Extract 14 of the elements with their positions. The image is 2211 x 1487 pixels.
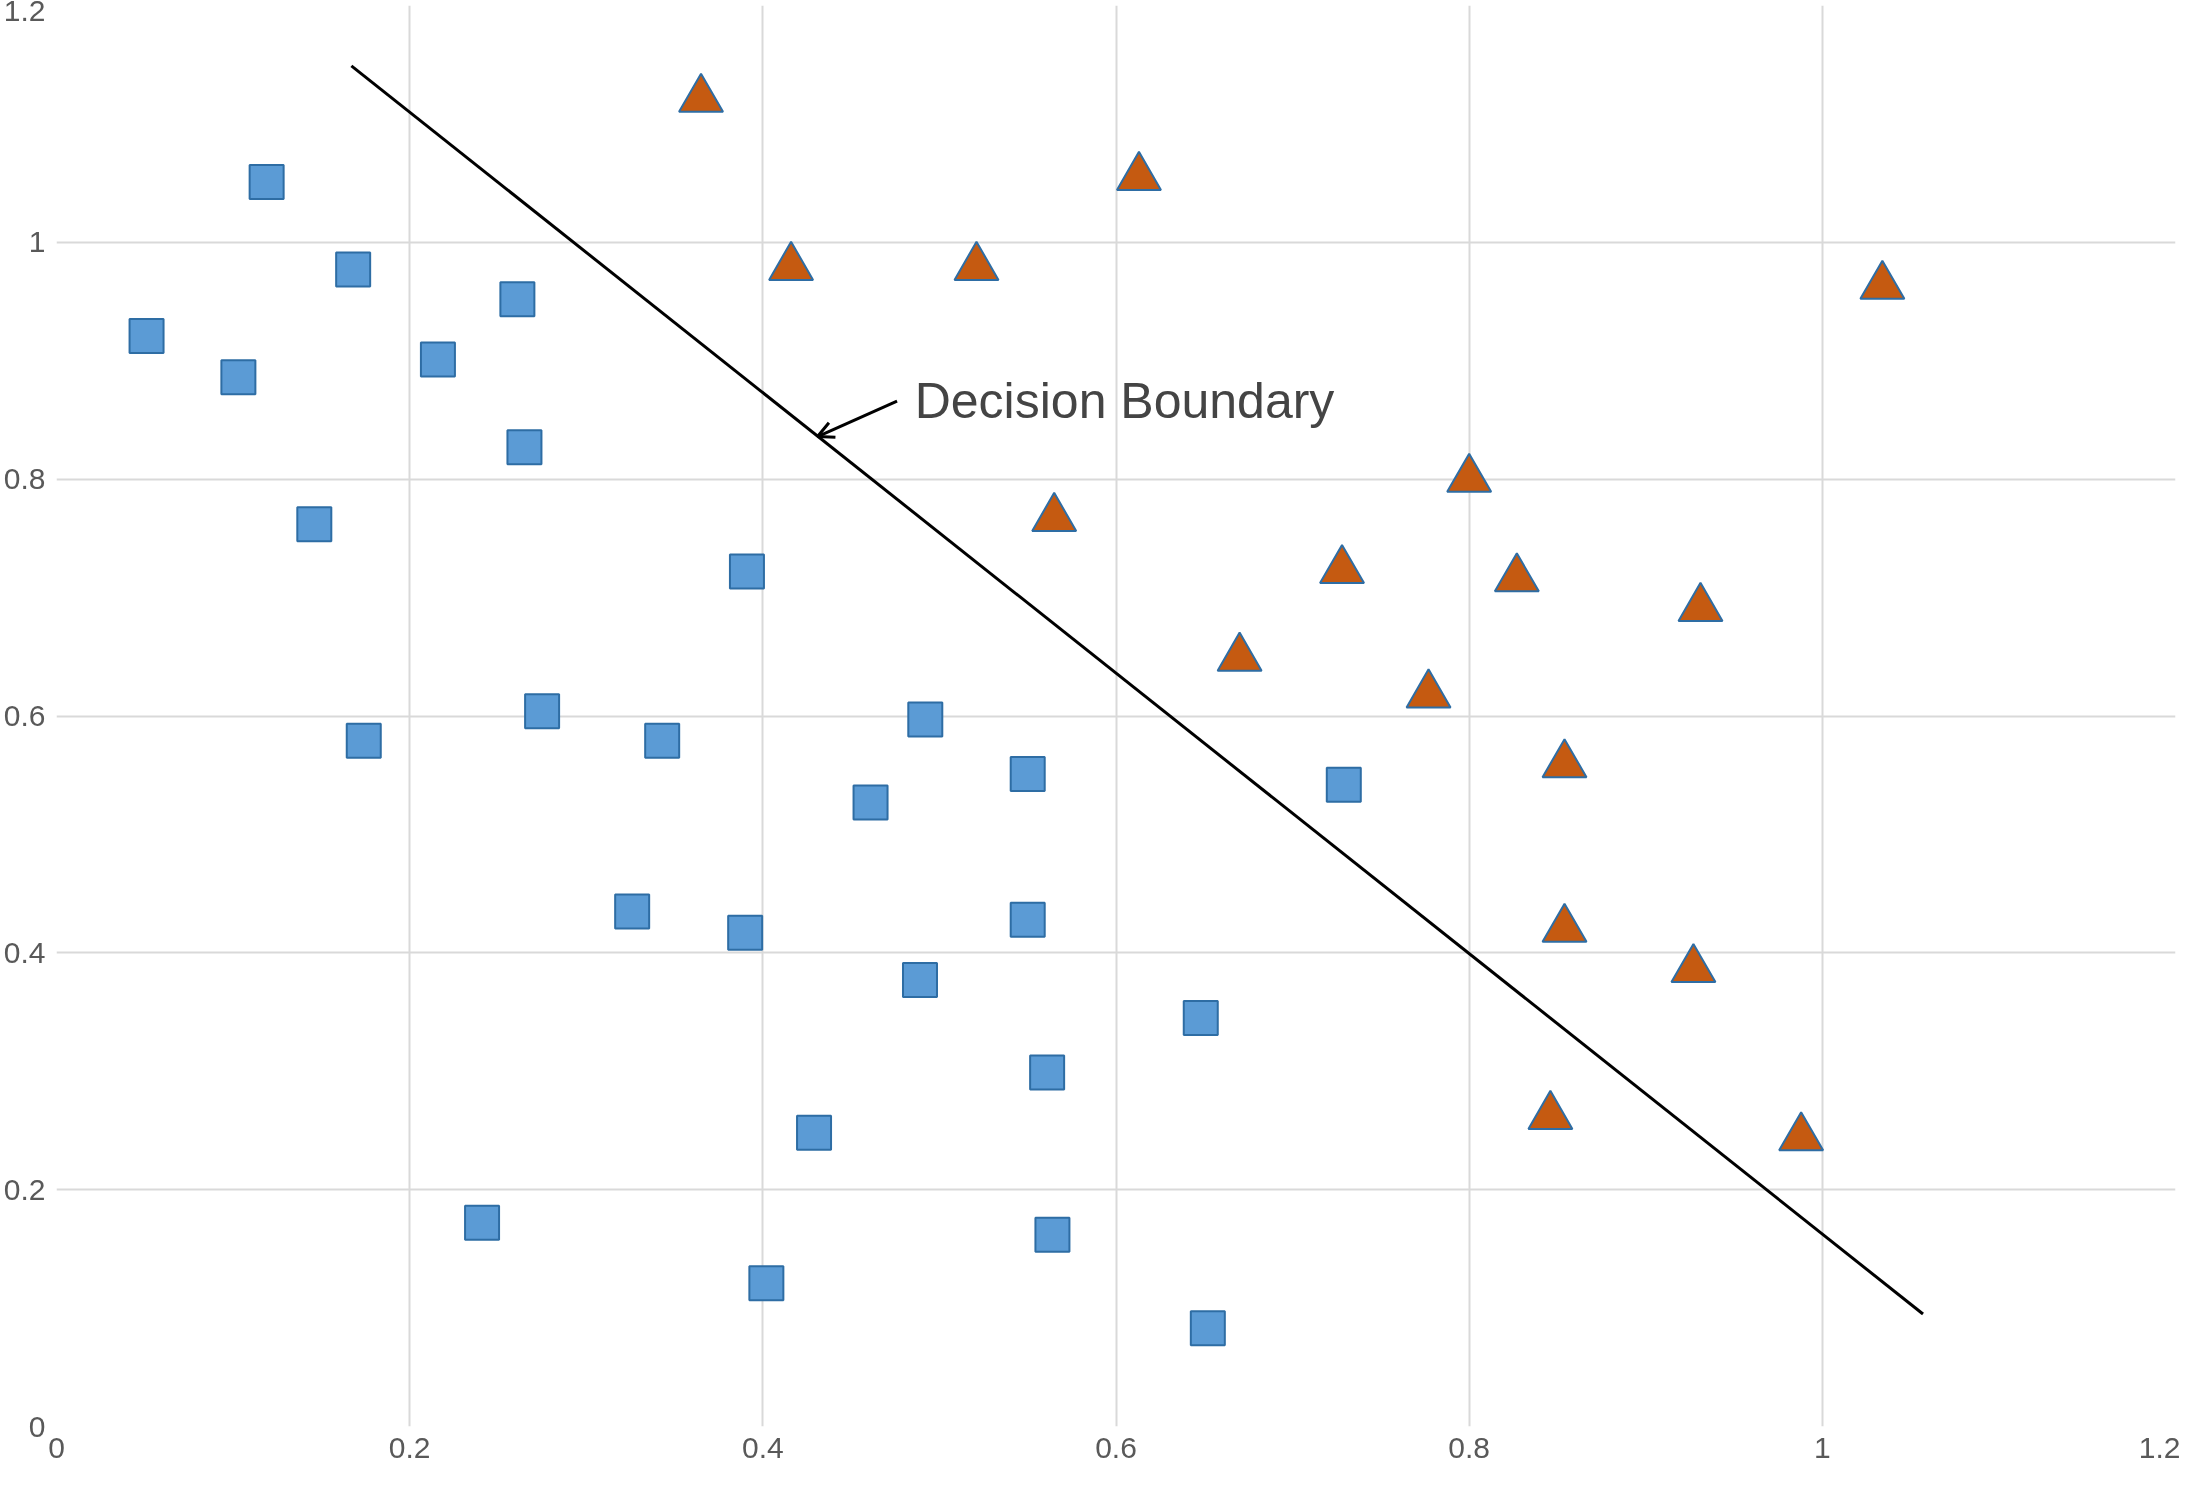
x-tick-label: 0.6 [1095, 1430, 1137, 1464]
y-tick-label: 0.4 [3, 935, 46, 969]
x-tick-label: 0.8 [1448, 1430, 1491, 1464]
x-tick-label: 1 [1813, 1430, 1831, 1464]
y-tick-label: 1 [28, 225, 46, 259]
y-tick-label: 0.8 [3, 462, 46, 496]
y-tick-label: 0 [28, 1409, 46, 1443]
x-tick-label: 1.2 [2138, 1430, 2181, 1464]
x-tick-label: 0.2 [388, 1430, 431, 1464]
x-tick-label: 0.4 [741, 1430, 784, 1464]
y-tick-label: 1.2 [3, 0, 46, 27]
y-tick-label: 0.6 [3, 699, 46, 732]
y-tick-label: 0.2 [3, 1172, 46, 1206]
annotation: Decision Boundary [914, 373, 1335, 430]
